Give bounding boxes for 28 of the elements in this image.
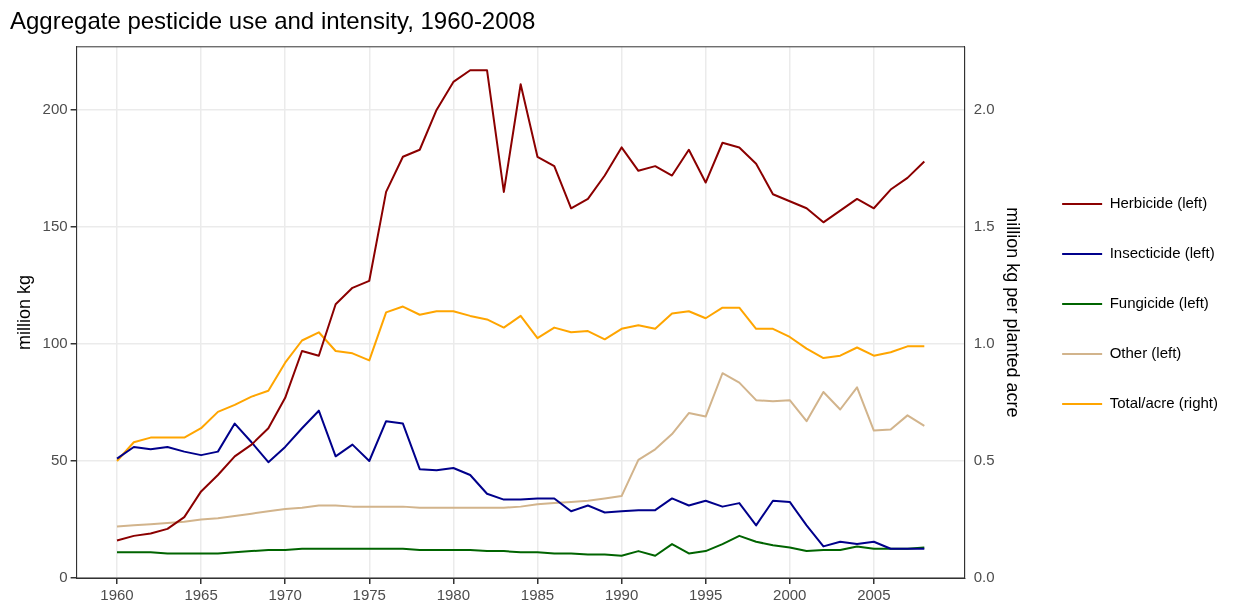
x-tick-label: 1975 — [352, 586, 386, 604]
legend-label: Fungicide (left) — [1109, 294, 1209, 312]
x-tick-label: 1985 — [520, 586, 555, 604]
y2-tick-label: 1.5 — [973, 217, 995, 235]
chart-title: Aggregate pesticide use and intensity, 1960-2008 — [10, 7, 536, 35]
y2-tick-label: 2.0 — [973, 100, 995, 118]
y2-axis-title: million kg per planted acre — [1003, 207, 1024, 418]
legend-label: Herbicide (left) — [1109, 194, 1208, 212]
y2-tick-label: 0.0 — [973, 568, 995, 586]
legend-label: Total/acre (right) — [1109, 394, 1219, 412]
x-tick-label: 1990 — [604, 586, 639, 604]
x-tick-label: 1960 — [100, 586, 134, 604]
y-tick-label: 0 — [59, 568, 68, 586]
legend-label: Insecticide (left) — [1109, 244, 1215, 262]
y-axis-title: million kg — [13, 274, 34, 350]
x-tick-label: 1995 — [688, 586, 723, 604]
x-tick-label: 1980 — [436, 586, 471, 604]
y-tick-label: 100 — [42, 334, 68, 352]
y2-tick-label: 0.5 — [973, 451, 995, 469]
y-tick-label: 150 — [42, 217, 68, 235]
y-tick-label: 200 — [42, 100, 68, 118]
x-tick-label: 2005 — [857, 586, 891, 604]
legend-label: Other (left) — [1109, 344, 1182, 362]
x-tick-label: 1970 — [268, 586, 302, 604]
x-tick-label: 1965 — [184, 586, 218, 604]
y-tick-label: 50 — [50, 451, 68, 469]
x-tick-label: 2000 — [773, 586, 807, 604]
y2-tick-label: 1.0 — [973, 334, 995, 352]
